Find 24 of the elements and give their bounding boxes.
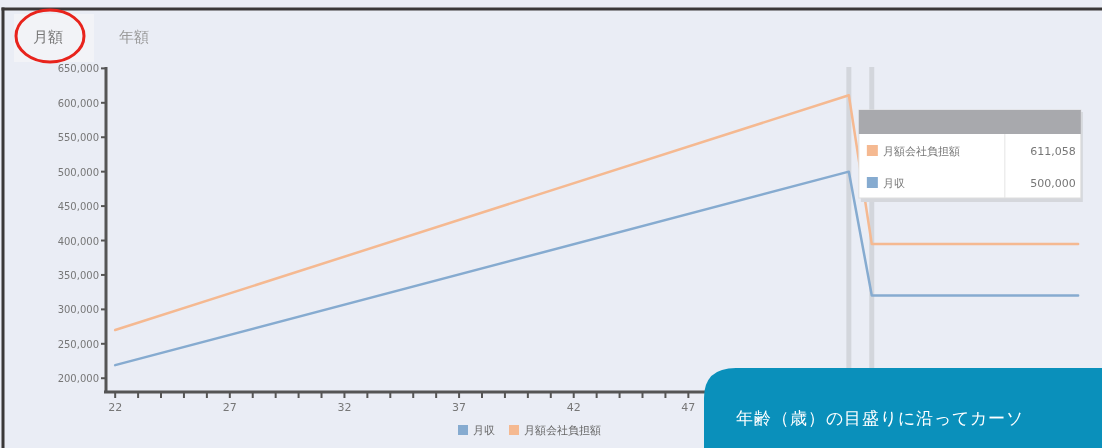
- legend-label: 月額会社負担額: [524, 424, 601, 437]
- y-tick-label: 500,000: [57, 166, 99, 178]
- x-tick-label: 37: [452, 401, 467, 414]
- tabs: 月額 年額: [14, 14, 149, 62]
- annotation: 611,058: [1030, 145, 1076, 158]
- y-tick-label: 650,000: [57, 63, 99, 75]
- annotation: 月収: [882, 177, 905, 190]
- annotation: 500,000: [1030, 177, 1076, 190]
- y-tick-label: 300,000: [57, 304, 99, 316]
- x-tick-label: 22: [108, 401, 123, 414]
- y-tick-label: 450,000: [57, 201, 99, 213]
- callout: 年齢（歳）の目盛りに沿ってカーソ: [704, 368, 1102, 448]
- y-tick-label: 200,000: [57, 373, 99, 385]
- annotation: 月額会社負担額: [882, 145, 960, 158]
- x-tick-label: 27: [222, 401, 237, 414]
- y-tick-label: 350,000: [57, 269, 99, 281]
- legend-label: 月収: [473, 424, 495, 437]
- y-tick-label: 550,000: [57, 132, 99, 144]
- x-tick-label: 42: [566, 401, 581, 414]
- x-tick-label: 32: [337, 401, 352, 414]
- y-tick-label: 250,000: [57, 338, 99, 350]
- x-tick-label: 47: [681, 401, 696, 414]
- y-tick-label: 400,000: [57, 235, 99, 247]
- y-tick-label: 600,000: [57, 97, 99, 109]
